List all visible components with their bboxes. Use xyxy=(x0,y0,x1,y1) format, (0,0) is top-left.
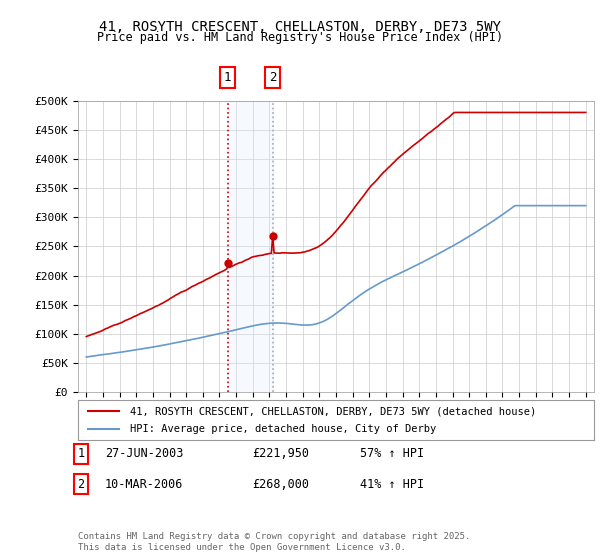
Text: 27-JUN-2003: 27-JUN-2003 xyxy=(105,447,184,460)
Text: £221,950: £221,950 xyxy=(252,447,309,460)
Text: 41, ROSYTH CRESCENT, CHELLASTON, DERBY, DE73 5WY: 41, ROSYTH CRESCENT, CHELLASTON, DERBY, … xyxy=(99,20,501,34)
Text: 10-MAR-2006: 10-MAR-2006 xyxy=(105,478,184,491)
Text: 1: 1 xyxy=(77,447,85,460)
Text: 1: 1 xyxy=(224,71,232,84)
Text: £268,000: £268,000 xyxy=(252,478,309,491)
Text: Price paid vs. HM Land Registry's House Price Index (HPI): Price paid vs. HM Land Registry's House … xyxy=(97,31,503,44)
Text: 2: 2 xyxy=(269,71,277,84)
Text: HPI: Average price, detached house, City of Derby: HPI: Average price, detached house, City… xyxy=(130,423,436,433)
Text: 41, ROSYTH CRESCENT, CHELLASTON, DERBY, DE73 5WY (detached house): 41, ROSYTH CRESCENT, CHELLASTON, DERBY, … xyxy=(130,407,536,417)
Text: Contains HM Land Registry data © Crown copyright and database right 2025.
This d: Contains HM Land Registry data © Crown c… xyxy=(78,532,470,552)
Text: 41% ↑ HPI: 41% ↑ HPI xyxy=(360,478,424,491)
Text: 2: 2 xyxy=(77,478,85,491)
Bar xyxy=(227,101,272,392)
Text: 57% ↑ HPI: 57% ↑ HPI xyxy=(360,447,424,460)
